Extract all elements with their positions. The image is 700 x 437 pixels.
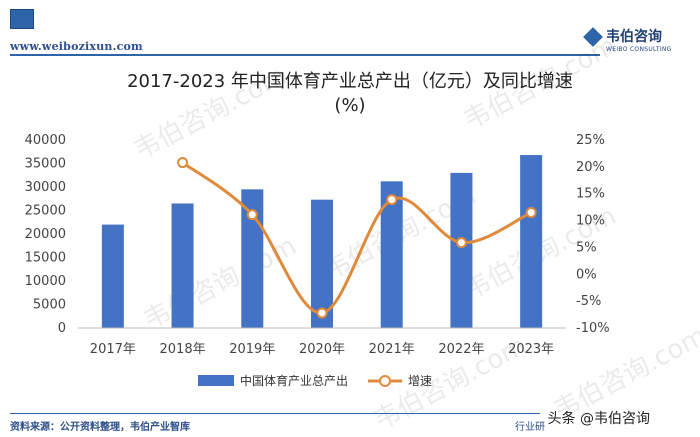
chart-title: 2017-2023 年中国体育产业总产出（亿元）及同比增速 (%) bbox=[0, 70, 700, 118]
right-tick-label: 15% bbox=[576, 187, 605, 202]
x-tick-label: 2023年 bbox=[508, 342, 554, 357]
bar bbox=[311, 199, 333, 328]
left-tick-label: 25000 bbox=[25, 204, 66, 219]
footer-credit: 头条 @韦伯咨询 bbox=[547, 411, 650, 427]
right-tick-label: 5% bbox=[576, 240, 597, 255]
brand-name: 韦伯咨询 bbox=[606, 29, 662, 45]
right-tick-label: 20% bbox=[576, 160, 605, 175]
left-tick-label: 30000 bbox=[25, 180, 66, 195]
watermark-text: 韦伯咨询.com bbox=[139, 231, 301, 336]
legend-bar-label: 中国体育产业总产出 bbox=[240, 373, 348, 388]
header-divider bbox=[10, 54, 600, 56]
growth-point bbox=[525, 207, 537, 219]
x-tick-label: 2022年 bbox=[438, 342, 484, 357]
legend-line-marker bbox=[379, 375, 391, 387]
x-tick-label: 2019年 bbox=[229, 342, 275, 357]
brand-logo: 韦伯咨询 WEIBO CONSULTING bbox=[583, 26, 686, 56]
x-axis-ticks: 2017年 2018年 2019年 2020年 2021年 2022年 2023年 bbox=[90, 342, 554, 357]
left-tick-label: 0 bbox=[58, 321, 66, 336]
right-tick-label: -10% bbox=[576, 321, 610, 336]
left-tick-label: 40000 bbox=[25, 133, 66, 148]
left-tick-label: 10000 bbox=[25, 274, 66, 289]
watermark-text: 韦伯咨询.com bbox=[459, 31, 621, 136]
bar bbox=[101, 224, 124, 328]
logo-icon bbox=[10, 9, 34, 29]
bar bbox=[450, 172, 473, 328]
bar bbox=[380, 181, 403, 328]
right-tick-label: 25% bbox=[576, 133, 605, 148]
chart-title-line2: (%) bbox=[334, 95, 366, 116]
left-tick-label: 15000 bbox=[25, 251, 66, 266]
brand-subtitle: WEIBO CONSULTING bbox=[606, 46, 672, 53]
legend-line-label: 增速 bbox=[408, 374, 432, 388]
x-tick-label: 2020年 bbox=[299, 342, 345, 357]
right-tick-label: -5% bbox=[576, 294, 601, 309]
bar bbox=[520, 155, 543, 328]
growth-point bbox=[455, 237, 467, 249]
header-bar: www.weibozixun.com 韦伯咨询 WEIBO CONSULTING bbox=[0, 0, 700, 58]
left-tick-label: 20000 bbox=[25, 227, 66, 242]
left-tick-label: 5000 bbox=[33, 298, 66, 313]
growth-point bbox=[386, 194, 398, 206]
x-tick-label: 2018年 bbox=[160, 342, 206, 357]
right-tick-label: 10% bbox=[576, 214, 605, 229]
footer-divider bbox=[10, 413, 540, 414]
x-tick-label: 2021年 bbox=[369, 342, 415, 357]
legend-bar-swatch bbox=[198, 375, 234, 386]
left-axis-ticks: 0 5000 10000 15000 20000 25000 30000 35000 40000 bbox=[25, 133, 66, 336]
bar-series bbox=[101, 155, 543, 328]
growth-point bbox=[246, 209, 258, 221]
watermark-text: 韦伯咨询.com bbox=[129, 61, 291, 166]
chart-title-line1: 2017-2023 年中国体育产业总产出（亿元）及同比增速 bbox=[127, 71, 573, 92]
growth-points bbox=[177, 157, 537, 319]
growth-point bbox=[316, 307, 328, 319]
footer-tag: 行业研 bbox=[515, 422, 545, 433]
right-tick-label: 0% bbox=[576, 267, 597, 282]
source-note: 资料来源：公开资料整理，韦伯产业智库 bbox=[10, 422, 190, 433]
x-tick-label: 2017年 bbox=[90, 342, 136, 357]
bar bbox=[171, 203, 194, 328]
right-axis-ticks: -10% -5% 0% 5% 10% 15% 20% 25% bbox=[576, 133, 610, 336]
left-tick-label: 35000 bbox=[25, 157, 66, 172]
growth-point bbox=[177, 157, 189, 169]
website-url[interactable]: www.weibozixun.com bbox=[10, 40, 143, 53]
legend: 中国体育产业总产出 增速 bbox=[198, 373, 432, 388]
